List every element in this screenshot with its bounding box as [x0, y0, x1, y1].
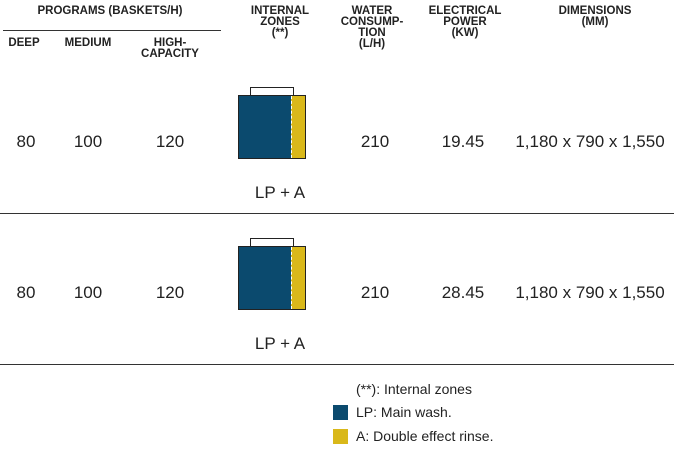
row1-zone-label: LP + A — [254, 183, 306, 202]
header-programs: PROGRAMS (BASKETS/H) — [37, 5, 183, 17]
header-internal-zones: INTERNAL ZONES (**) — [250, 5, 310, 39]
row2-power: 28.45 — [441, 283, 485, 302]
row1-medium: 100 — [73, 132, 103, 151]
legend-lp-swatch — [333, 405, 348, 420]
row2-zone-a — [291, 247, 305, 309]
legend-note: (**): Internal zones — [356, 381, 472, 397]
row2-zone-label: LP + A — [254, 334, 306, 353]
header-high-capacity: HIGH- CAPACITY — [141, 37, 199, 60]
row2-high-capacity: 120 — [155, 283, 185, 302]
legend-a: A: Double effect rinse. — [356, 428, 494, 444]
row1-high-capacity: 120 — [155, 132, 185, 151]
row1-deep: 80 — [16, 132, 36, 151]
header-water: WATER CONSUMP- TION (L/H) — [340, 5, 404, 50]
row2-medium: 100 — [73, 283, 103, 302]
header-electrical: ELECTRICAL POWER (kW) — [428, 5, 502, 39]
row2-dimensions: 1,180 x 790 x 1,550 — [515, 283, 665, 302]
row1-divider — [0, 213, 674, 214]
row2-zone-icon — [238, 238, 308, 314]
row1-dimensions: 1,180 x 790 x 1,550 — [515, 132, 665, 151]
row2-zone-lp — [239, 247, 291, 309]
header-deep: DEEP — [8, 37, 40, 49]
legend-lp: LP: Main wash. — [356, 404, 452, 420]
row1-zone-body — [238, 95, 306, 159]
row1-water: 210 — [360, 132, 390, 151]
header-programs-divider — [3, 30, 221, 31]
row1-zone-a — [291, 96, 305, 158]
row1-zone-lp — [239, 96, 291, 158]
row2-deep: 80 — [16, 283, 36, 302]
row1-zone-handle — [250, 87, 294, 95]
row2-zone-body — [238, 246, 306, 310]
row2-divider — [0, 364, 674, 365]
header-dimensions: DIMENSIONS (mm) — [558, 5, 632, 28]
row1-zone-icon — [238, 87, 308, 163]
legend-a-swatch — [333, 429, 348, 444]
header-medium: MEDIUM — [64, 37, 112, 49]
row2-water: 210 — [360, 283, 390, 302]
row1-power: 19.45 — [441, 132, 485, 151]
row2-zone-handle — [250, 238, 294, 246]
